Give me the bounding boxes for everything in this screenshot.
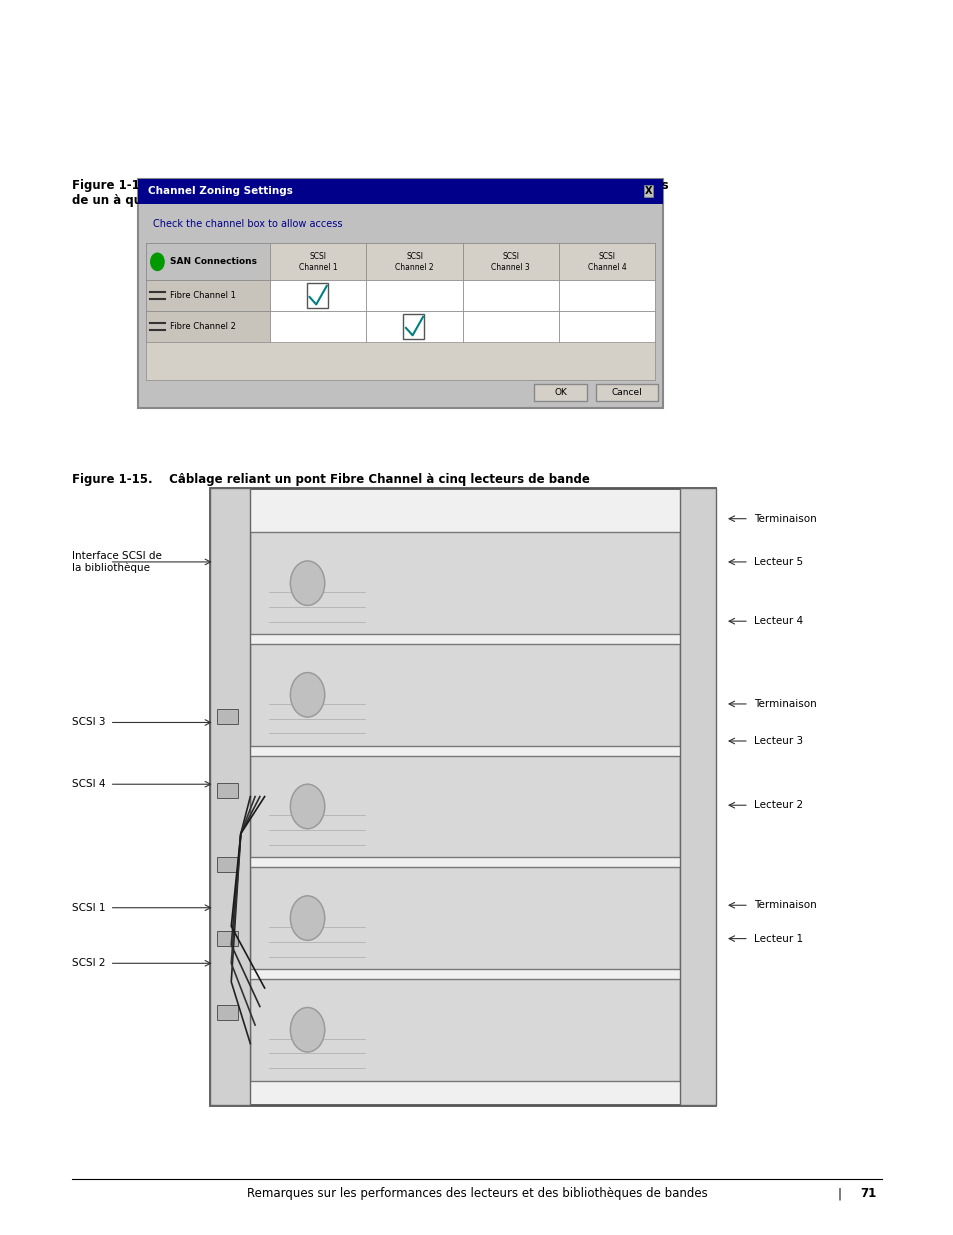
Text: Check the channel box to allow access: Check the channel box to allow access xyxy=(152,219,342,228)
Bar xyxy=(270,243,366,280)
Circle shape xyxy=(290,673,324,718)
Bar xyxy=(210,488,250,1105)
Text: 71: 71 xyxy=(859,1187,876,1200)
Bar xyxy=(596,384,658,401)
Bar xyxy=(250,979,679,1081)
Bar xyxy=(366,243,462,280)
Bar xyxy=(402,315,423,340)
Text: SCSI 4: SCSI 4 xyxy=(71,779,105,789)
Text: SCSI
Channel 1: SCSI Channel 1 xyxy=(298,252,337,272)
Bar xyxy=(366,311,462,342)
Bar xyxy=(558,311,655,342)
Bar xyxy=(306,284,328,309)
Bar xyxy=(217,931,237,946)
Bar xyxy=(217,857,237,872)
Text: Figure 1-15.    Câblage reliant un pont Fibre Channel à cinq lecteurs de bande: Figure 1-15. Câblage reliant un pont Fib… xyxy=(71,473,589,487)
Text: SCSI 1: SCSI 1 xyxy=(71,903,105,913)
Text: X: X xyxy=(644,186,652,196)
Text: SCSI 3: SCSI 3 xyxy=(71,718,105,727)
Bar xyxy=(217,783,237,798)
Bar xyxy=(250,643,679,746)
Bar xyxy=(534,384,586,401)
Bar xyxy=(270,311,366,342)
Bar xyxy=(146,243,655,380)
Circle shape xyxy=(290,895,324,940)
Bar xyxy=(250,756,679,857)
Text: Channel Zoning Settings: Channel Zoning Settings xyxy=(148,186,293,196)
Text: Lecteur 5: Lecteur 5 xyxy=(753,557,801,567)
Text: Cancel: Cancel xyxy=(611,388,642,398)
Text: Terminaison: Terminaison xyxy=(753,699,816,709)
Text: Remarques sur les performances des lecteurs et des bibliothèques de bandes: Remarques sur les performances des lecte… xyxy=(247,1187,706,1200)
Text: SCSI 2: SCSI 2 xyxy=(71,958,105,968)
Bar xyxy=(138,179,662,408)
Bar xyxy=(250,867,679,969)
Text: Figure 1-14.    Paramètres de division en zones du canal pour une bibliothèque d: Figure 1-14. Paramètres de division en z… xyxy=(71,179,667,207)
Text: SCSI
Channel 4: SCSI Channel 4 xyxy=(587,252,626,272)
Text: Fibre Channel 2: Fibre Channel 2 xyxy=(170,322,235,331)
Text: Interface SCSI de
la bibliothèque: Interface SCSI de la bibliothèque xyxy=(71,551,161,573)
Bar xyxy=(146,311,270,342)
Text: Fibre Channel 1: Fibre Channel 1 xyxy=(170,291,235,300)
Text: Lecteur 4: Lecteur 4 xyxy=(753,616,801,626)
Circle shape xyxy=(290,561,324,605)
Bar xyxy=(679,488,715,1105)
Bar xyxy=(366,280,462,311)
Circle shape xyxy=(290,1008,324,1052)
Circle shape xyxy=(290,784,324,829)
Text: Lecteur 3: Lecteur 3 xyxy=(753,736,801,746)
Text: SAN Connections: SAN Connections xyxy=(170,257,256,267)
Text: Terminaison: Terminaison xyxy=(753,514,816,524)
Text: Lecteur 2: Lecteur 2 xyxy=(753,800,801,810)
Bar xyxy=(210,488,715,1105)
Text: OK: OK xyxy=(554,388,566,398)
Text: |: | xyxy=(837,1187,841,1200)
Bar xyxy=(462,280,558,311)
Bar xyxy=(138,179,662,204)
Text: Terminaison: Terminaison xyxy=(753,900,816,910)
Bar xyxy=(146,243,270,280)
Circle shape xyxy=(151,253,164,270)
Text: SCSI
Channel 2: SCSI Channel 2 xyxy=(395,252,434,272)
Text: SCSI
Channel 3: SCSI Channel 3 xyxy=(491,252,530,272)
Bar xyxy=(217,709,237,724)
Bar xyxy=(462,243,558,280)
Bar xyxy=(270,280,366,311)
Bar xyxy=(462,311,558,342)
Bar xyxy=(146,280,270,311)
Bar xyxy=(146,243,655,280)
Bar xyxy=(558,280,655,311)
Text: Lecteur 1: Lecteur 1 xyxy=(753,934,801,944)
Bar xyxy=(250,532,679,634)
Bar xyxy=(558,243,655,280)
Bar xyxy=(217,1005,237,1020)
